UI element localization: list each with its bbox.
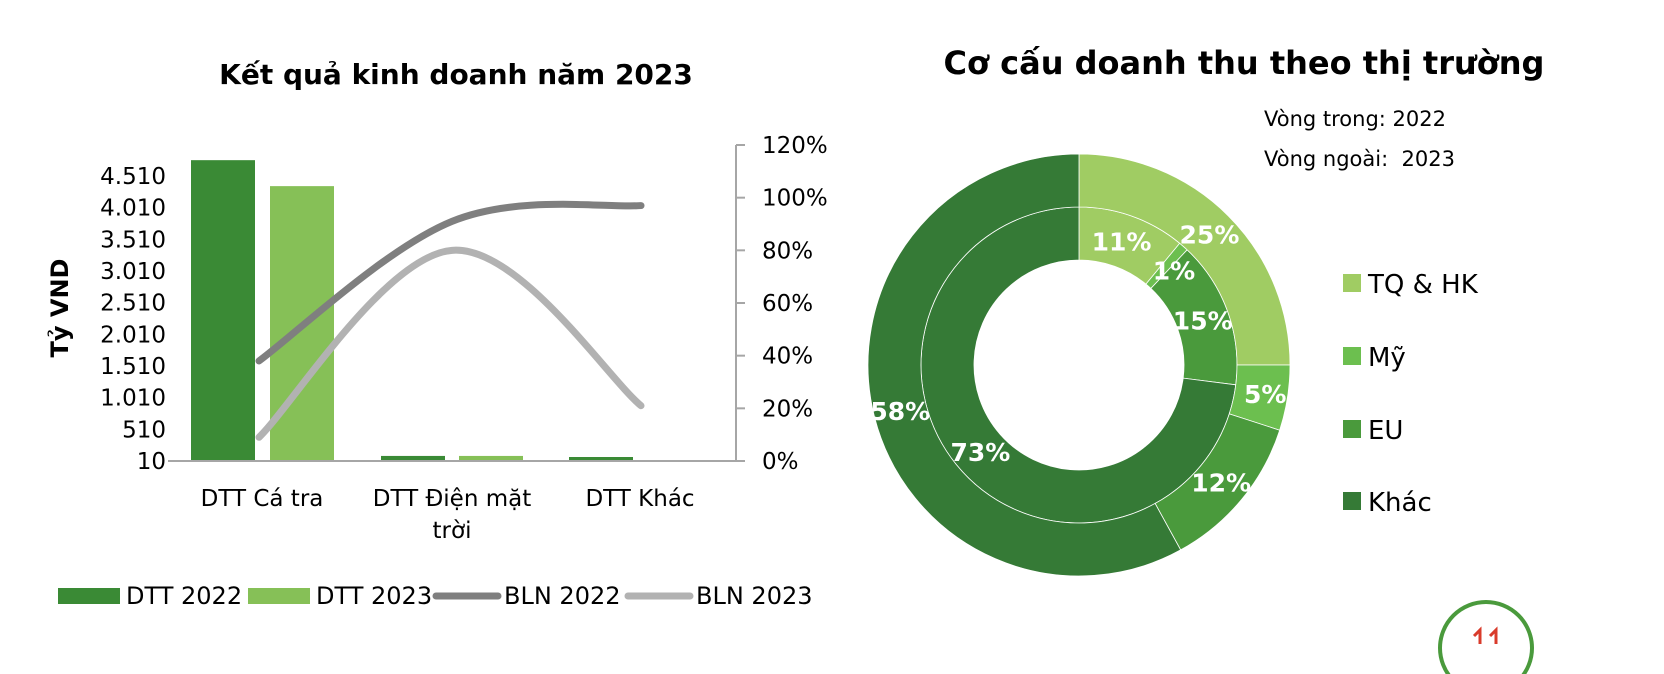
slice-label-2022-m: 1% (1153, 256, 1195, 285)
legend-label: DTT 2022 (126, 582, 242, 610)
y-tick-label: 510 (122, 417, 166, 443)
legend-label: Mỹ (1368, 343, 1406, 373)
x-category-label: DTT Khác (585, 486, 694, 512)
legend-label: BLN 2022 (504, 582, 621, 610)
legend-label: BLN 2023 (696, 582, 813, 610)
bar-dtt-2023-1 (459, 455, 523, 461)
line-bln-2022 (255, 200, 645, 365)
legend-label: DTT 2023 (316, 582, 432, 610)
legend-swatch (58, 588, 120, 604)
y2-tick-label: 60% (762, 291, 813, 317)
slice-label-2022-kh-c: 73% (950, 438, 1010, 467)
bar-chart-legend: DTT 2022 DTT 2023 BLN 2022 BLN 2023 (58, 582, 813, 610)
legend-label: TQ & HK (1367, 270, 1479, 300)
legend-item-dtt-2022: DTT 2022 (58, 582, 242, 610)
legend-swatch (1343, 347, 1361, 365)
line-layer (255, 200, 645, 441)
axis-layer: 10 510 1.010 1.510 2.010 2.510 3.010 3.510 4.010… (100, 133, 828, 544)
y-tick-label: 3.510 (100, 227, 166, 253)
legend-item-bln-2022: BLN 2022 (432, 582, 621, 610)
legend-item-eu: EU (1343, 416, 1403, 446)
x-category-label: DTT Điện mặt trời (373, 486, 531, 544)
y-tick-label: 10 (137, 449, 166, 475)
y2-tick-label: 80% (762, 238, 813, 264)
y-tick-label: 1.510 (100, 354, 166, 380)
x-category-label: DTT Cá tra (201, 486, 324, 512)
slice-label-2023-tq-hk: 25% (1180, 221, 1240, 250)
donut-chart-title: Cơ cấu doanh thu theo thị trường (944, 44, 1545, 82)
bar-dtt-2022-1 (381, 455, 445, 461)
y2-tick-label: 120% (762, 133, 828, 159)
legend-item-tq-hk: TQ & HK (1343, 270, 1479, 300)
donut-chart: Cơ cấu doanh thu theo thị trường Vòng tr… (867, 44, 1545, 577)
legend-swatch (1343, 420, 1361, 438)
legend-swatch (1343, 492, 1361, 510)
legend-item-dtt-2023: DTT 2023 (248, 582, 432, 610)
y2-tick-label: 100% (762, 186, 828, 212)
slice-label-2022-tq-hk: 11% (1092, 227, 1152, 256)
bar-dtt-2022-0 (191, 160, 255, 461)
legend-swatch (248, 588, 310, 604)
y2-tick-label: 40% (762, 344, 813, 370)
y-tick-label: 4.510 (100, 164, 166, 190)
legend-item-kh-c: Khác (1343, 488, 1432, 518)
legend-label: Khác (1368, 488, 1432, 518)
donut-labels: 11%1% 15% 73% 25% 5% 12% 58% (870, 221, 1286, 498)
legend-item-bln-2023: BLN 2023 (624, 582, 813, 610)
y-tick-label: 2.510 (100, 291, 166, 317)
y2-tick-label: 0% (762, 449, 799, 475)
slide-number-badge (1438, 600, 1534, 674)
donut-legend: TQ & HK Mỹ EU Khác (1343, 270, 1479, 518)
y-tick-label: 1.010 (100, 386, 166, 412)
slice-2023-kh-c (867, 153, 1182, 577)
legend-label: EU (1368, 416, 1403, 446)
inner-ring-note: Vòng trong: 2022 (1264, 107, 1446, 131)
slice-label-2023-eu: 12% (1191, 469, 1251, 498)
slice-label-2023-m: 5% (1244, 380, 1286, 409)
bar-line-chart: Kết quả kinh doanh năm 2023 Tỷ VND 10 510… (46, 58, 828, 610)
bar-dtt-2022-2 (569, 457, 633, 461)
donut-rings (867, 153, 1291, 577)
legend-item-m: Mỹ (1343, 343, 1406, 373)
outer-ring-note: Vòng ngoài: 2023 (1264, 147, 1455, 171)
y2-tick-label: 20% (762, 396, 813, 422)
y-tick-label: 3.010 (100, 259, 166, 285)
slice-label-2023-kh-c: 58% (870, 397, 930, 426)
y-tick-label: 2.010 (100, 322, 166, 348)
bar-chart-title: Kết quả kinh doanh năm 2023 (219, 58, 693, 91)
slice-label-2022-eu: 15% (1173, 306, 1233, 335)
line-bln-2023 (255, 246, 645, 441)
legend-swatch (1343, 274, 1361, 292)
y-tick-label: 4.010 (100, 196, 166, 222)
y-axis-title: Tỷ VND (46, 259, 74, 358)
